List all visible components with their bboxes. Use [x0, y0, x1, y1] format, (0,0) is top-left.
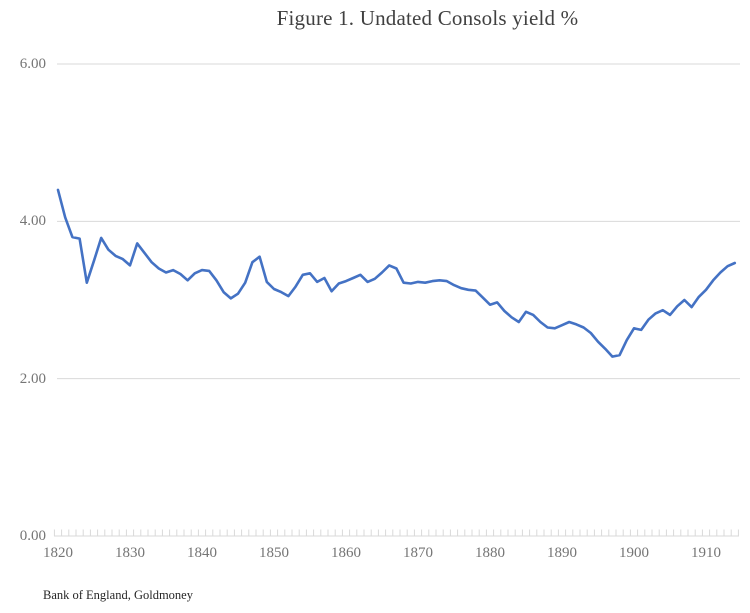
x-axis-tick-label: 1840	[187, 545, 217, 561]
x-axis-tick-label: 1870	[403, 545, 433, 561]
source-note: Bank of England, Goldmoney	[43, 588, 193, 602]
x-axis-tick-label: 1820	[43, 545, 73, 561]
y-axis-tick-label: 2.00	[19, 370, 46, 387]
y-axis-tick-label: 6.00	[19, 56, 46, 72]
x-axis-tick-label: 1910	[691, 545, 721, 561]
x-axis-tick-label: 1850	[259, 545, 289, 561]
y-axis-tick-label: 4.00	[19, 213, 46, 230]
x-axis-tick-label: 1880	[475, 545, 505, 561]
x-axis-tick-label: 1900	[619, 545, 649, 561]
x-axis-tick-label: 1860	[331, 545, 361, 561]
x-axis-tick-label: 1890	[547, 545, 577, 561]
x-axis-tick-label: 1830	[115, 545, 145, 561]
yield-line-series	[56, 188, 737, 358]
chart-title: Figure 1. Undated Consols yield %	[276, 6, 579, 30]
y-axis-tick-label: 0.00	[19, 528, 46, 544]
